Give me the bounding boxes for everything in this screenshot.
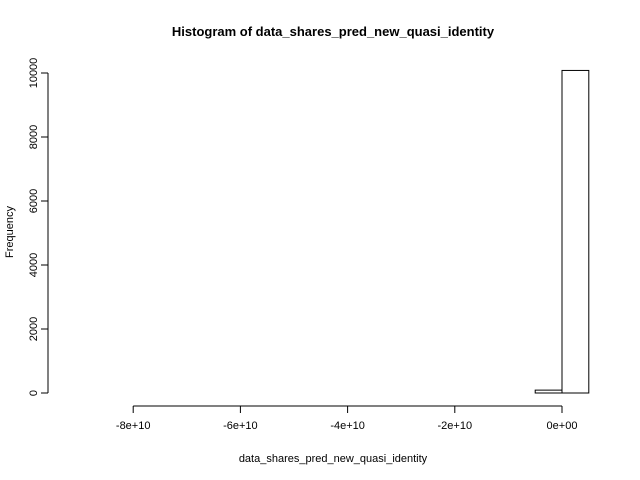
y-tick-label: 4000 — [28, 253, 40, 277]
y-tick-label: 8000 — [28, 125, 40, 149]
x-axis: -8e+10 -6e+10 -4e+10 -2e+10 0e+00 — [116, 405, 578, 432]
x-tick-label: -2e+10 — [438, 420, 473, 432]
histogram-bars — [534, 69, 590, 394]
histogram-bar — [561, 69, 590, 394]
y-tick-label: 0 — [28, 390, 40, 396]
histogram-bar — [534, 389, 563, 394]
y-tick-label: 6000 — [28, 189, 40, 213]
y-tick-label: 2000 — [28, 317, 40, 341]
x-tick-label: -6e+10 — [223, 420, 258, 432]
x-axis-label: data_shares_pred_new_quasi_identity — [239, 453, 428, 465]
y-axis-label: Frequency — [4, 206, 16, 258]
y-tick-label: 10000 — [28, 58, 40, 89]
x-tick-label: 0e+00 — [547, 420, 578, 432]
x-tick-label: -8e+10 — [116, 420, 151, 432]
x-tick-label: -4e+10 — [330, 420, 365, 432]
y-axis: 0 2000 4000 6000 8000 10000 — [28, 58, 49, 396]
chart-title: Histogram of data_shares_pred_new_quasi_… — [172, 24, 495, 39]
